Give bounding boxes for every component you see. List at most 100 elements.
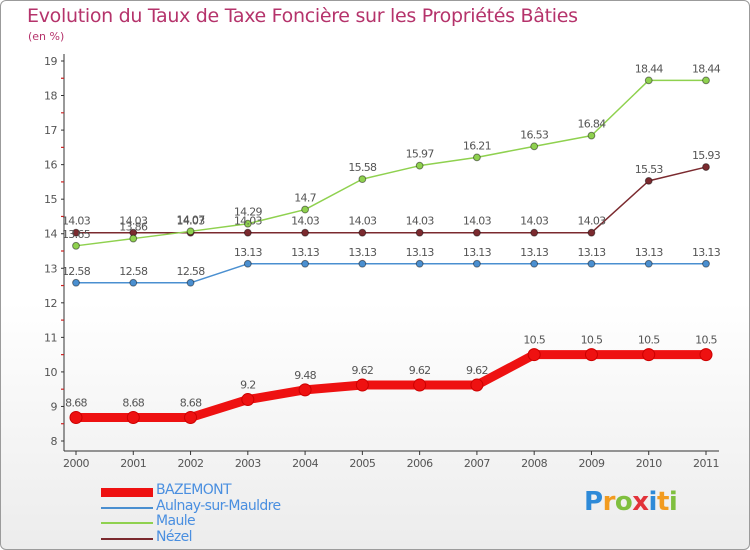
legend-label-nezel: Nézel [156,528,193,545]
legend-label-bazemont: BAZEMONT [156,482,232,498]
x-tick-label: 2008 [521,457,547,470]
data-label-maule: 16.21 [463,139,491,152]
data-point-bazemont [69,411,83,425]
logo-letter: i [648,487,658,517]
data-label-aulnay-sur-mauldre: 12.58 [62,265,91,278]
legend-swatch-maule [101,522,153,524]
data-point-maule [243,219,252,228]
data-point-maule [358,175,367,184]
data-label-n-zel: 15.93 [692,149,721,162]
data-point-bazemont [184,411,198,425]
data-point-maule [72,241,80,250]
y-tick-label: 15 [44,193,57,206]
data-label-aulnay-sur-mauldre: 13.13 [520,246,549,259]
x-tick-label: 2007 [464,457,490,470]
legend-swatch-bazemont [101,488,153,497]
data-label-bazemont: 10.5 [695,334,717,347]
logo-letter: P [584,487,603,517]
data-point-bazemont [126,411,140,425]
data-label-n-zel: 15.53 [635,163,664,176]
data-label-aulnay-sur-mauldre: 13.13 [291,246,320,259]
data-label-aulnay-sur-mauldre: 13.13 [692,246,721,259]
data-label-aulnay-sur-mauldre: 13.13 [234,246,263,259]
data-label-n-zel: 14.03 [291,215,320,228]
data-label-aulnay-sur-mauldre: 12.58 [119,265,148,278]
chart-subtitle: (en %) [28,30,65,43]
series-line-aulnay-sur-mauldre [75,263,707,284]
data-point-bazemont [470,378,484,392]
y-tick-label: 14 [44,228,57,241]
legend-swatch-aulnay [101,506,153,509]
data-label-maule: 14.7 [294,192,316,205]
data-label-n-zel: 14.03 [348,215,377,228]
x-tick-label: 2011 [693,457,719,470]
data-point-n-zel [415,228,424,237]
data-point-maule [473,153,481,162]
data-label-n-zel: 14.03 [62,215,91,228]
data-point-bazemont [699,348,713,362]
legend-label-aulnay: Aulnay-sur-Mauldre [156,497,281,514]
data-label-bazemont: 10.5 [581,334,603,347]
data-point-n-zel [358,228,367,237]
data-point-maule [129,234,138,243]
data-label-n-zel: 14.03 [119,215,148,228]
y-tick-label: 12 [44,297,57,310]
data-point-maule [415,161,424,170]
data-point-aulnay-sur-mauldre [644,259,653,268]
data-point-n-zel [702,163,710,171]
y-tick-label: 10 [44,366,57,379]
series-layer [69,76,713,425]
logo-letter: r [602,487,616,517]
series-line-maule [75,79,707,247]
x-tick-label: 2003 [235,457,261,470]
data-label-aulnay-sur-mauldre: 13.13 [635,246,664,259]
data-point-bazemont [241,393,255,407]
data-label-aulnay-sur-mauldre: 12.58 [177,265,206,278]
data-label-bazemont: 10.5 [523,334,545,347]
y-tick-label: 18 [44,90,57,103]
data-label-bazemont: 8.68 [180,397,202,410]
data-label-maule: 13.65 [62,228,91,241]
axes: 8 9 10 11 12 13 14 15 16 17 18 19 2000 2001 2002 2003 20… [44,54,720,470]
data-point-aulnay-sur-mauldre [129,278,138,287]
data-label-maule: 14.29 [234,206,263,219]
y-tick-label: 13 [44,262,57,275]
data-label-aulnay-sur-mauldre: 13.13 [348,246,377,259]
data-point-aulnay-sur-mauldre [415,259,424,268]
data-point-n-zel [644,176,653,185]
data-point-maule [301,205,309,214]
data-point-maule [587,131,596,140]
data-label-n-zel: 14.03 [463,215,492,228]
data-point-aulnay-sur-mauldre [473,259,481,268]
y-tick-label: 17 [44,124,57,137]
data-label-n-zel: 14.03 [577,215,606,228]
data-point-n-zel [587,228,596,237]
data-label-maule: 18.44 [635,62,664,75]
data-point-bazemont [355,378,369,392]
series-line-n-zel [75,166,707,234]
y-tick-label: 9 [51,400,58,413]
data-label-maule: 18.44 [692,62,721,75]
data-label-maule: 15.58 [348,161,377,174]
data-point-bazemont [584,348,598,362]
legend-label-maule: Maule [156,513,196,529]
data-label-n-zel: 14.03 [520,215,549,228]
data-point-maule [702,76,710,85]
data-label-maule: 15.97 [406,148,435,161]
x-tick-label: 2005 [349,457,375,470]
data-label-bazemont: 9.62 [352,364,374,377]
data-point-n-zel [72,228,80,237]
data-labels-layer: 14.03 14.03 14.03 14.03 14.03 14.03 14.03 14.03… [62,62,721,409]
legend-swatch-nezel [101,537,153,540]
x-tick-label: 2002 [178,457,204,470]
logo-letter: x [632,487,649,517]
data-point-aulnay-sur-mauldre [587,259,596,268]
data-point-aulnay-sur-mauldre [243,259,252,268]
data-label-maule: 14.07 [177,213,206,226]
proxiti-logo: Proxiti [584,487,678,517]
logo-letter: i [668,487,678,517]
data-point-aulnay-sur-mauldre [530,259,539,268]
logo-letter: o [614,487,633,517]
